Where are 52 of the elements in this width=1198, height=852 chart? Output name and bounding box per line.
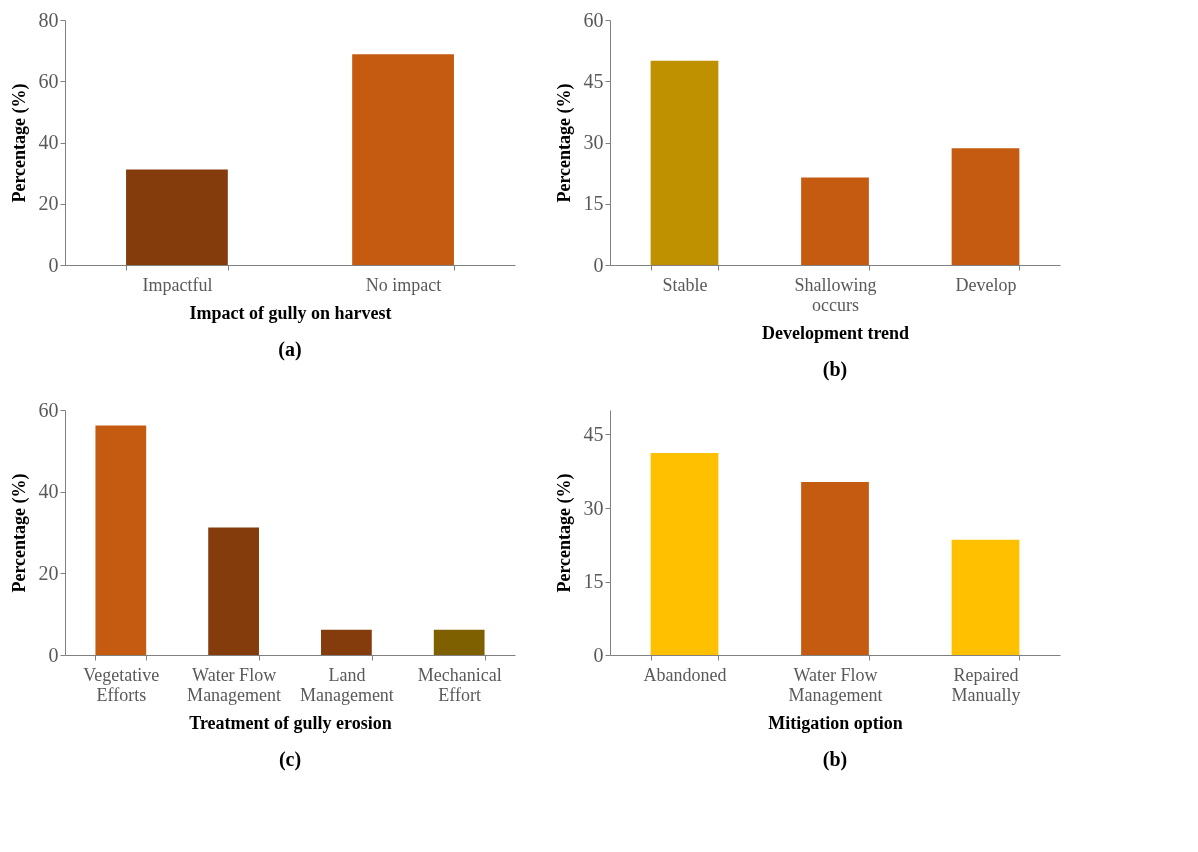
y-axis-title: Percentage (%)	[8, 83, 30, 203]
bar	[801, 482, 869, 655]
y-tick-label: 15	[583, 570, 604, 592]
x-axis-title: Treatment of gully erosion	[189, 712, 392, 733]
y-tick-label: 0	[48, 643, 59, 666]
text: (a)	[278, 338, 302, 361]
bar	[650, 453, 719, 655]
y-tick-label: 40	[38, 480, 59, 503]
y-tick-label: 60	[38, 69, 59, 92]
text: (b)	[822, 358, 848, 381]
x-tick-label: Land Management	[299, 664, 394, 705]
y-tick-label: 20	[38, 561, 59, 584]
x-axis-title: Mitigation option	[768, 712, 903, 733]
y-tick-label: 15	[583, 192, 604, 215]
x-tick-label: No impact	[365, 274, 442, 295]
text: (b)	[822, 748, 848, 771]
y-tick-label: 45	[583, 423, 604, 445]
y-tick-label: 40	[38, 131, 59, 153]
x-tick-label: Develop	[955, 274, 1017, 295]
x-tick-label: Stable	[662, 274, 708, 295]
y-axis-title: Percentage (%)	[553, 83, 575, 203]
y-tick-label: 80	[38, 8, 59, 31]
x-tick-label: Repaired Manually	[951, 664, 1021, 705]
y-tick-label: 0	[48, 253, 59, 276]
x-tick-label: Water Flow Management	[187, 664, 282, 705]
text: (c)	[278, 748, 302, 771]
bar	[95, 425, 147, 655]
x-tick-label: Abandoned	[643, 664, 727, 685]
y-tick-label: 60	[583, 8, 604, 31]
y-axis-title: Percentage (%)	[8, 473, 30, 593]
y-tick-label: 30	[583, 131, 604, 153]
bar	[801, 177, 869, 265]
x-tick-label: Impactful	[142, 274, 213, 295]
x-tick-label: Vegetative Efforts	[83, 664, 160, 705]
bar	[208, 527, 259, 655]
bar	[321, 629, 372, 655]
x-tick-label: Mechanical Effort	[417, 664, 502, 705]
bar	[951, 148, 1020, 265]
x-tick-label: Shallowing occurs	[794, 274, 877, 315]
x-tick-label: Water Flow Management	[788, 664, 883, 705]
y-tick-label: 30	[583, 496, 604, 519]
bar	[650, 60, 719, 265]
bar	[951, 539, 1020, 655]
x-axis-title: Development trend	[761, 322, 910, 343]
y-tick-label: 60	[38, 398, 59, 421]
y-tick-label: 20	[38, 192, 59, 215]
x-axis-title: Impact of gully on harvest	[189, 302, 392, 323]
y-tick-label: 0	[593, 253, 604, 276]
bar	[433, 629, 485, 655]
y-tick-label: 45	[583, 69, 604, 92]
y-tick-label: 0	[593, 643, 604, 666]
y-axis-title: Percentage (%)	[553, 473, 575, 593]
